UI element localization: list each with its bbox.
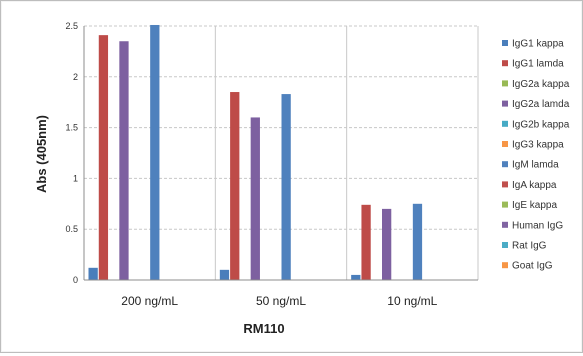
y-tick-label: 1 <box>73 173 78 183</box>
legend-label: Human IgG <box>512 220 563 231</box>
x-category-label: 50 ng/mL <box>256 294 306 308</box>
legend: IgG1 kappa IgG1 lamda IgG2a kappa IgG2a lam… <box>502 39 570 272</box>
bar-igg1-lamda <box>230 92 240 280</box>
y-tick-label: 2 <box>73 72 78 82</box>
legend-label: IgE kappa <box>512 200 557 211</box>
gridlines <box>84 25 479 280</box>
bar-igg1-lamda <box>361 204 371 280</box>
legend-swatch <box>502 262 508 269</box>
x-category-label: 200 ng/mL <box>121 294 178 308</box>
bar-igg2a-lamda <box>119 41 129 280</box>
legend-swatch <box>502 221 508 228</box>
legend-swatch <box>502 242 508 248</box>
legend-label: IgG3 kappa <box>512 140 564 151</box>
bars <box>88 24 423 281</box>
x-category-label: 10 ng/mL <box>387 294 437 308</box>
legend-label: IgM lamda <box>512 160 559 171</box>
legend-swatch <box>502 201 508 208</box>
legend-label: IgA kappa <box>512 180 557 191</box>
legend-swatch <box>502 120 508 127</box>
x-axis-title: RM110 <box>243 321 284 336</box>
legend-label: IgG1 kappa <box>512 39 564 50</box>
legend-swatch <box>502 40 508 46</box>
legend-swatch <box>502 60 508 67</box>
legend-label: Rat IgG <box>512 241 547 252</box>
y-tick-label: 1.5 <box>65 123 78 133</box>
y-axis-title: Abs (405nm) <box>34 115 49 193</box>
bar-igg1-kappa <box>351 274 361 280</box>
bar-igg1-kappa <box>88 267 98 280</box>
legend-label: IgG2b kappa <box>512 119 570 130</box>
legend-swatch <box>502 141 508 147</box>
legend-label: IgG1 lamda <box>512 59 564 70</box>
legend-swatch <box>502 181 508 188</box>
bar-igm-lamda <box>412 203 423 280</box>
bar-igg1-kappa <box>219 269 230 280</box>
legend-label: IgG2a lamda <box>512 99 570 110</box>
bar-igg1-lamda <box>98 35 109 281</box>
legend-swatch <box>502 161 508 168</box>
y-tick-label: 2.5 <box>65 21 78 31</box>
bar-igm-lamda <box>150 24 160 281</box>
bar-igg2a-lamda <box>382 208 392 280</box>
legend-label: Goat IgG <box>512 261 553 272</box>
y-tick-label: 0 <box>73 275 78 285</box>
legend-swatch <box>502 100 508 107</box>
legend-label: IgG2a kappa <box>512 79 570 90</box>
axes: 0 0.5 1 1.5 2 2.5 200 ng/mL 50 ng/mL 10 ng/mL <box>65 21 478 308</box>
y-tick-label: 0.5 <box>65 224 78 234</box>
chart-area: 0 0.5 1 1.5 2 2.5 200 ng/mL 50 ng/mL 10 ng/mL Ab… <box>2 2 581 351</box>
bar-igg2a-lamda <box>250 117 260 280</box>
bar-igm-lamda <box>281 94 291 281</box>
legend-swatch <box>502 80 508 87</box>
bar-chart: 0 0.5 1 1.5 2 2.5 200 ng/mL 50 ng/mL 10 ng/mL Ab… <box>34 21 570 336</box>
